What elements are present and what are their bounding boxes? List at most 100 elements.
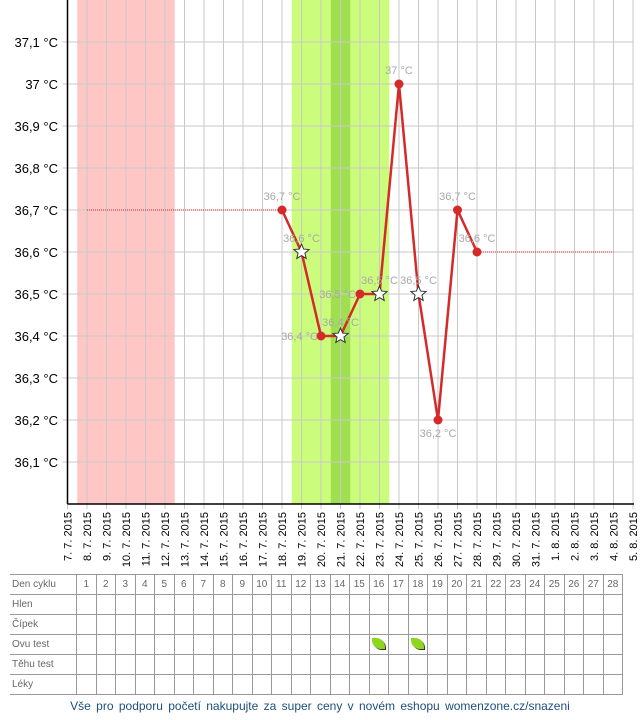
table-cell[interactable]: [310, 654, 331, 675]
table-cell[interactable]: [349, 634, 370, 655]
table-cell[interactable]: [329, 654, 350, 675]
table-cell[interactable]: [154, 674, 175, 695]
table-cell[interactable]: [407, 594, 428, 615]
table-cell[interactable]: [524, 654, 545, 675]
table-cell[interactable]: [271, 674, 292, 695]
table-cell[interactable]: [173, 594, 194, 615]
table-cell[interactable]: [446, 654, 467, 675]
table-cell[interactable]: [232, 594, 253, 615]
table-cell[interactable]: [446, 614, 467, 635]
table-cell[interactable]: [505, 654, 526, 675]
table-cell[interactable]: [583, 614, 604, 635]
table-cell[interactable]: [602, 634, 623, 655]
table-cell[interactable]: [524, 594, 545, 615]
table-cell[interactable]: [368, 634, 389, 655]
table-cell[interactable]: [388, 634, 409, 655]
table-cell[interactable]: [329, 634, 350, 655]
table-cell[interactable]: [115, 654, 136, 675]
table-cell[interactable]: [329, 594, 350, 615]
table-cell[interactable]: [368, 674, 389, 695]
table-cell[interactable]: [505, 594, 526, 615]
table-cell[interactable]: [173, 674, 194, 695]
table-cell[interactable]: [466, 654, 487, 675]
table-cell[interactable]: [193, 674, 214, 695]
table-cell[interactable]: [193, 594, 214, 615]
table-cell[interactable]: [212, 674, 233, 695]
table-cell[interactable]: [427, 654, 448, 675]
table-cell[interactable]: [212, 654, 233, 675]
table-cell[interactable]: [290, 654, 311, 675]
table-cell[interactable]: [154, 654, 175, 675]
table-cell[interactable]: [427, 634, 448, 655]
table-cell[interactable]: [310, 674, 331, 695]
table-cell[interactable]: [602, 614, 623, 635]
table-cell[interactable]: [251, 674, 272, 695]
table-cell[interactable]: [388, 654, 409, 675]
table-cell[interactable]: [115, 634, 136, 655]
table-cell[interactable]: [173, 654, 194, 675]
table-cell[interactable]: [368, 654, 389, 675]
table-cell[interactable]: [212, 614, 233, 635]
table-cell[interactable]: [388, 614, 409, 635]
table-cell[interactable]: [427, 594, 448, 615]
table-cell[interactable]: [446, 634, 467, 655]
table-cell[interactable]: [388, 674, 409, 695]
table-cell[interactable]: [95, 594, 116, 615]
table-cell[interactable]: [251, 634, 272, 655]
table-cell[interactable]: [583, 654, 604, 675]
table-cell[interactable]: [271, 594, 292, 615]
table-cell[interactable]: [485, 634, 506, 655]
table-cell[interactable]: [583, 634, 604, 655]
table-cell[interactable]: [505, 674, 526, 695]
table-cell[interactable]: [95, 634, 116, 655]
table-cell[interactable]: [583, 674, 604, 695]
table-cell[interactable]: [76, 654, 97, 675]
table-cell[interactable]: [466, 594, 487, 615]
table-cell[interactable]: [407, 634, 428, 655]
table-cell[interactable]: [349, 654, 370, 675]
table-cell[interactable]: [485, 674, 506, 695]
table-cell[interactable]: [193, 634, 214, 655]
table-cell[interactable]: [485, 614, 506, 635]
table-cell[interactable]: [368, 614, 389, 635]
table-cell[interactable]: [115, 594, 136, 615]
table-cell[interactable]: [310, 634, 331, 655]
table-cell[interactable]: [115, 614, 136, 635]
table-cell[interactable]: [505, 614, 526, 635]
table-cell[interactable]: [466, 634, 487, 655]
table-cell[interactable]: [95, 614, 116, 635]
table-cell[interactable]: [134, 594, 155, 615]
table-cell[interactable]: [544, 594, 565, 615]
table-cell[interactable]: [583, 594, 604, 615]
table-cell[interactable]: [251, 594, 272, 615]
table-cell[interactable]: [505, 634, 526, 655]
table-cell[interactable]: [290, 674, 311, 695]
table-cell[interactable]: [524, 634, 545, 655]
footer-link[interactable]: Vše pro podporu početí nakupujte za supe…: [70, 699, 570, 713]
table-cell[interactable]: [154, 594, 175, 615]
table-cell[interactable]: [349, 614, 370, 635]
table-cell[interactable]: [544, 634, 565, 655]
table-cell[interactable]: [446, 674, 467, 695]
table-cell[interactable]: [563, 674, 584, 695]
table-cell[interactable]: [329, 674, 350, 695]
table-cell[interactable]: [524, 614, 545, 635]
table-cell[interactable]: [212, 634, 233, 655]
table-cell[interactable]: [290, 594, 311, 615]
table-cell[interactable]: [310, 614, 331, 635]
table-cell[interactable]: [290, 614, 311, 635]
table-cell[interactable]: [563, 594, 584, 615]
table-cell[interactable]: [290, 634, 311, 655]
table-cell[interactable]: [173, 614, 194, 635]
table-cell[interactable]: [232, 654, 253, 675]
table-cell[interactable]: [271, 614, 292, 635]
table-cell[interactable]: [76, 674, 97, 695]
table-cell[interactable]: [251, 654, 272, 675]
table-cell[interactable]: [524, 674, 545, 695]
table-cell[interactable]: [193, 614, 214, 635]
table-cell[interactable]: [95, 674, 116, 695]
table-cell[interactable]: [602, 674, 623, 695]
table-cell[interactable]: [466, 614, 487, 635]
table-cell[interactable]: [115, 674, 136, 695]
table-cell[interactable]: [563, 614, 584, 635]
